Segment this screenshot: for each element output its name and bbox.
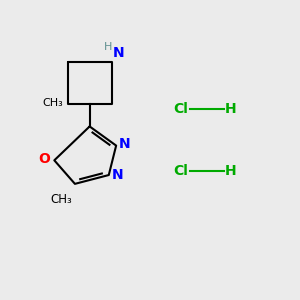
Text: Cl: Cl	[174, 102, 188, 116]
Text: CH₃: CH₃	[50, 193, 72, 206]
Text: H: H	[225, 164, 237, 178]
Text: N: N	[112, 168, 123, 182]
Text: H: H	[103, 42, 112, 52]
Text: N: N	[119, 137, 131, 151]
Text: H: H	[225, 102, 237, 116]
Text: N: N	[113, 46, 125, 60]
Text: Cl: Cl	[174, 164, 188, 178]
Text: O: O	[38, 152, 50, 166]
Text: CH₃: CH₃	[42, 98, 63, 108]
